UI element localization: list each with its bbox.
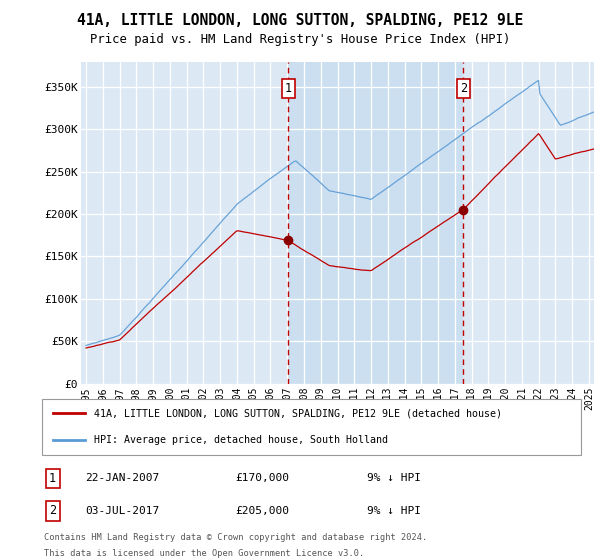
Text: 22-JAN-2007: 22-JAN-2007 xyxy=(85,473,160,483)
Text: £170,000: £170,000 xyxy=(236,473,290,483)
Text: 2: 2 xyxy=(49,504,56,517)
Text: 41A, LITTLE LONDON, LONG SUTTON, SPALDING, PE12 9LE (detached house): 41A, LITTLE LONDON, LONG SUTTON, SPALDIN… xyxy=(94,408,502,418)
Text: Contains HM Land Registry data © Crown copyright and database right 2024.: Contains HM Land Registry data © Crown c… xyxy=(44,533,428,542)
Text: 03-JUL-2017: 03-JUL-2017 xyxy=(85,506,160,516)
Text: 2: 2 xyxy=(460,82,467,95)
Text: 41A, LITTLE LONDON, LONG SUTTON, SPALDING, PE12 9LE: 41A, LITTLE LONDON, LONG SUTTON, SPALDIN… xyxy=(77,13,523,28)
Text: Price paid vs. HM Land Registry's House Price Index (HPI): Price paid vs. HM Land Registry's House … xyxy=(90,33,510,46)
FancyBboxPatch shape xyxy=(42,399,581,455)
Bar xyxy=(288,62,463,384)
Text: 9% ↓ HPI: 9% ↓ HPI xyxy=(367,506,421,516)
Text: 1: 1 xyxy=(49,472,56,485)
Text: 1: 1 xyxy=(284,82,292,95)
Text: This data is licensed under the Open Government Licence v3.0.: This data is licensed under the Open Gov… xyxy=(44,549,365,558)
Text: £205,000: £205,000 xyxy=(236,506,290,516)
Text: 9% ↓ HPI: 9% ↓ HPI xyxy=(367,473,421,483)
Text: HPI: Average price, detached house, South Holland: HPI: Average price, detached house, Sout… xyxy=(94,435,388,445)
